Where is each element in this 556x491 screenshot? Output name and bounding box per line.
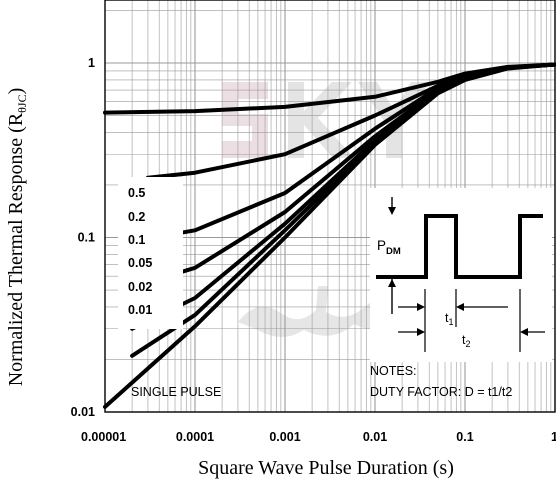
x-tick-label: 0.00001 bbox=[81, 430, 126, 444]
x-tick-label: 0.0001 bbox=[176, 430, 214, 444]
legend-entry-0.01: 0.01 bbox=[128, 303, 152, 317]
y-axis-label-close: ) bbox=[5, 88, 27, 95]
legend-entry-0.1: 0.1 bbox=[128, 233, 145, 247]
t1-arrow-left-head bbox=[417, 303, 425, 311]
t1-label: t1 bbox=[445, 311, 454, 327]
y-axis-label-subscript: θJC bbox=[15, 94, 29, 112]
pdm-arrow-head bbox=[388, 207, 396, 215]
pdm-label-main: P bbox=[377, 238, 386, 253]
plot-frame bbox=[104, 0, 556, 413]
x-tick-label: 0.1 bbox=[456, 430, 473, 444]
legend-entry-0.2: 0.2 bbox=[128, 210, 145, 224]
y-tick-label: 0.01 bbox=[71, 405, 95, 419]
x-axis-label: Square Wave Pulse Duration (s) bbox=[198, 457, 454, 479]
watermark-letter-s bbox=[222, 82, 268, 158]
x-tick-label: 0.01 bbox=[363, 430, 387, 444]
pulse-waveform bbox=[376, 214, 543, 279]
waveform-inset: PDM t1 t2 bbox=[370, 188, 552, 362]
t2-label: t2 bbox=[462, 333, 471, 349]
pdm-low-arrow-head bbox=[388, 279, 396, 287]
duty-factor-note: DUTY FACTOR: D = t1/t2 bbox=[370, 385, 512, 399]
t2-arrow-left-head bbox=[417, 328, 425, 336]
t1-label-main: t bbox=[445, 311, 449, 325]
t2-label-subscript: 2 bbox=[465, 339, 470, 349]
x-axis-ticks: 0.00001 0.0001 0.001 0.01 0.1 1 bbox=[81, 430, 556, 444]
y-axis-label: Normalized Thermal Response (RθJC) bbox=[5, 88, 29, 387]
t1-label-subscript: 1 bbox=[448, 317, 453, 327]
legend-entry-0.5: 0.5 bbox=[128, 186, 145, 200]
y-axis-label-main: Normalized Thermal Response (R bbox=[5, 112, 27, 386]
x-tick-label: 0.001 bbox=[269, 430, 300, 444]
curve-group bbox=[103, 62, 556, 409]
t2-arrow-right-head bbox=[520, 328, 528, 336]
legend-entry-0.02: 0.02 bbox=[128, 280, 152, 294]
y-tick-label: 0.1 bbox=[78, 231, 95, 245]
notes-title: NOTES: bbox=[370, 364, 417, 378]
legend: 0.5 0.2 0.1 0.05 0.02 0.01 bbox=[118, 177, 183, 329]
legend-background bbox=[118, 177, 183, 329]
y-axis-ticks: 0.01 0.1 1 bbox=[71, 56, 95, 419]
single-pulse-label: SINGLE PULSE bbox=[131, 385, 221, 399]
legend-entry-0.05: 0.05 bbox=[128, 256, 152, 270]
pdm-label-subscript: DM bbox=[386, 246, 401, 257]
curve-single-pulse bbox=[103, 62, 556, 409]
x-tick-label: 1 bbox=[551, 430, 556, 444]
t2-label-main: t bbox=[462, 333, 466, 347]
pdm-label: PDM bbox=[377, 238, 401, 257]
t1-arrow-right-head bbox=[456, 303, 464, 311]
y-tick-label: 1 bbox=[88, 56, 95, 70]
